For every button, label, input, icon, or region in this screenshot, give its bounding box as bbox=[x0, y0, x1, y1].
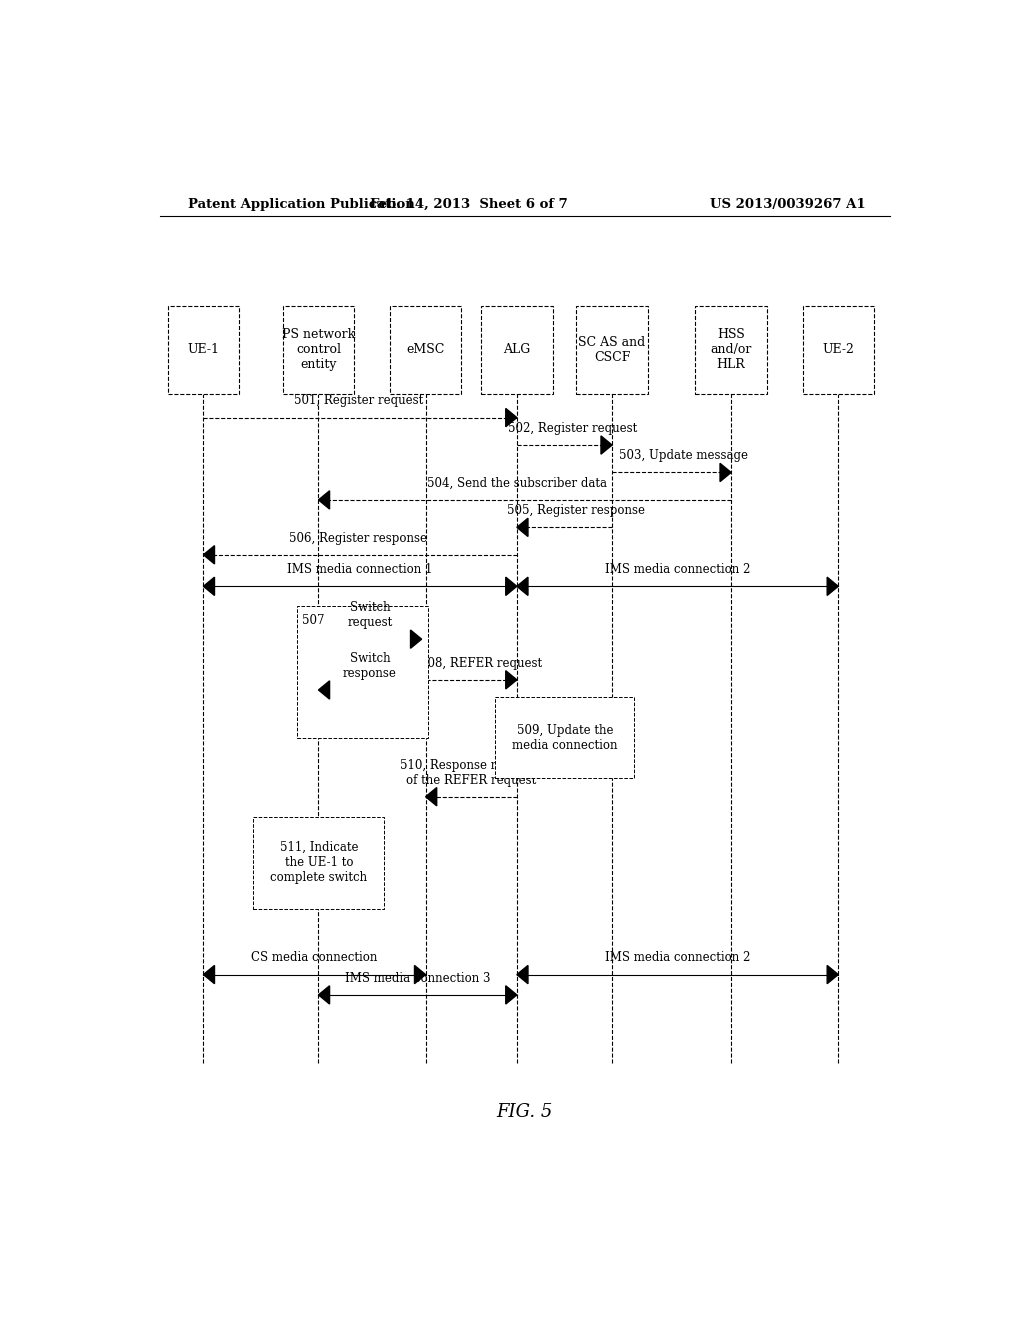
Polygon shape bbox=[415, 965, 426, 983]
Text: 507: 507 bbox=[302, 614, 325, 627]
Text: Switch
request: Switch request bbox=[347, 601, 392, 630]
Polygon shape bbox=[426, 788, 436, 805]
Text: FIG. 5: FIG. 5 bbox=[497, 1102, 553, 1121]
Polygon shape bbox=[318, 986, 330, 1005]
Polygon shape bbox=[506, 986, 517, 1005]
Polygon shape bbox=[506, 671, 517, 689]
Text: UE-2: UE-2 bbox=[822, 343, 854, 356]
Text: IMS media connection 3: IMS media connection 3 bbox=[345, 972, 490, 985]
Text: CS media connection: CS media connection bbox=[251, 952, 378, 965]
Text: 511, Indicate
the UE-1 to
complete switch: 511, Indicate the UE-1 to complete switc… bbox=[270, 841, 368, 884]
Text: HSS
and/or
HLR: HSS and/or HLR bbox=[711, 329, 752, 371]
Polygon shape bbox=[204, 965, 214, 983]
Text: 502, Register request: 502, Register request bbox=[508, 422, 637, 434]
Text: IMS media connection 2: IMS media connection 2 bbox=[605, 564, 751, 576]
Text: ALG: ALG bbox=[503, 343, 530, 356]
Polygon shape bbox=[720, 463, 731, 482]
Text: SC AS and
CSCF: SC AS and CSCF bbox=[579, 337, 646, 364]
Text: PS network
control
entity: PS network control entity bbox=[282, 329, 355, 371]
Bar bbox=[253, 817, 384, 908]
Polygon shape bbox=[517, 577, 528, 595]
Polygon shape bbox=[318, 681, 330, 700]
Text: Feb. 14, 2013  Sheet 6 of 7: Feb. 14, 2013 Sheet 6 of 7 bbox=[371, 198, 568, 211]
Polygon shape bbox=[204, 545, 214, 564]
Text: 503, Update message: 503, Update message bbox=[620, 449, 748, 462]
Text: 504, Send the subscriber data: 504, Send the subscriber data bbox=[427, 477, 607, 490]
Bar bbox=[390, 306, 462, 395]
Text: 510, Response message
of the REFER request: 510, Response message of the REFER reque… bbox=[399, 759, 542, 787]
Polygon shape bbox=[601, 436, 612, 454]
Text: IMS media connection 1: IMS media connection 1 bbox=[288, 564, 433, 576]
Bar bbox=[496, 697, 634, 779]
Text: Switch
response: Switch response bbox=[343, 652, 397, 680]
Text: eMSC: eMSC bbox=[407, 343, 444, 356]
Text: 506, Register response: 506, Register response bbox=[289, 532, 427, 545]
Text: IMS media connection 2: IMS media connection 2 bbox=[605, 952, 751, 965]
Text: 508, REFER request: 508, REFER request bbox=[420, 656, 543, 669]
Polygon shape bbox=[827, 965, 839, 983]
Polygon shape bbox=[506, 577, 517, 595]
Polygon shape bbox=[506, 408, 517, 426]
Text: 505, Register response: 505, Register response bbox=[507, 504, 645, 517]
Polygon shape bbox=[517, 519, 528, 536]
Bar bbox=[297, 606, 428, 738]
Bar bbox=[168, 306, 240, 395]
Bar bbox=[695, 306, 767, 395]
Polygon shape bbox=[517, 965, 528, 983]
Polygon shape bbox=[204, 577, 214, 595]
Polygon shape bbox=[318, 491, 330, 510]
Polygon shape bbox=[411, 630, 422, 648]
Bar bbox=[481, 306, 553, 395]
Text: UE-1: UE-1 bbox=[187, 343, 219, 356]
Polygon shape bbox=[827, 577, 839, 595]
Text: 509, Update the
media connection: 509, Update the media connection bbox=[512, 723, 617, 752]
Text: Patent Application Publication: Patent Application Publication bbox=[187, 198, 415, 211]
Bar bbox=[283, 306, 354, 395]
Text: 501, Register request: 501, Register request bbox=[294, 395, 423, 408]
Bar bbox=[577, 306, 648, 395]
Bar bbox=[803, 306, 873, 395]
Text: US 2013/0039267 A1: US 2013/0039267 A1 bbox=[711, 198, 866, 211]
